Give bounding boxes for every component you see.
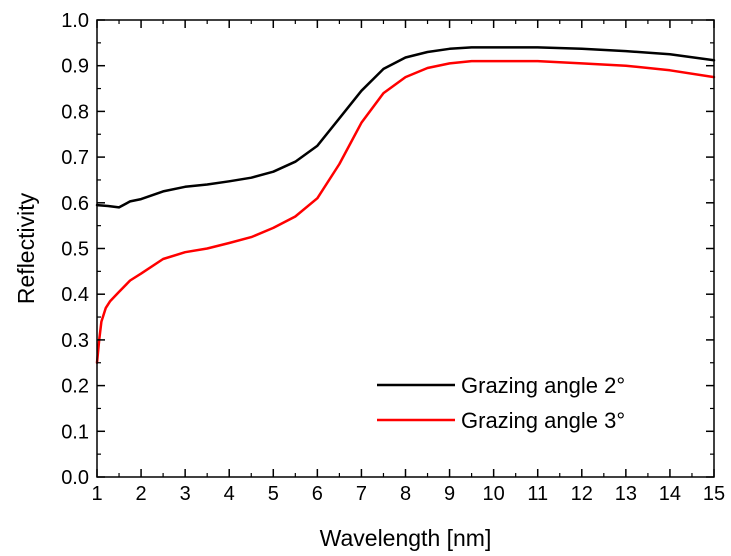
x-tick-label: 12 bbox=[571, 483, 593, 505]
series-line-1 bbox=[95, 59, 716, 365]
y-tick-label: 0.4 bbox=[61, 284, 89, 306]
x-tick-label: 3 bbox=[180, 483, 191, 505]
y-tick-label: 0.0 bbox=[61, 467, 89, 489]
y-tick-label: 0.6 bbox=[61, 193, 89, 215]
x-tick-label: 14 bbox=[659, 483, 681, 505]
x-axis-title: Wavelength [nm] bbox=[320, 525, 492, 551]
x-tick-label: 2 bbox=[136, 483, 147, 505]
y-tick-label: 1.0 bbox=[61, 10, 89, 32]
legend-label: Grazing angle 2° bbox=[461, 373, 625, 398]
y-tick-label: 0.3 bbox=[61, 330, 89, 352]
y-tick-label: 0.9 bbox=[61, 56, 89, 78]
x-tick-label: 1 bbox=[91, 483, 102, 505]
y-tick-label: 0.1 bbox=[61, 421, 89, 443]
x-tick-label: 9 bbox=[444, 483, 455, 505]
ticks-layer: 1 2 3 4 5 6 7 8 9 10 11 12 13 14 150.00.10.20.30.40.50… bbox=[61, 10, 725, 505]
x-tick-label: 15 bbox=[703, 483, 725, 505]
x-tick-label: 6 bbox=[312, 483, 323, 505]
y-axis-title: Reflectivity bbox=[13, 192, 39, 304]
y-tick-label: 0.8 bbox=[61, 101, 89, 123]
x-tick-label: 11 bbox=[527, 483, 548, 505]
legend: Grazing angle 2° Grazing angle 3° bbox=[377, 373, 625, 433]
legend-label: Grazing angle 3° bbox=[461, 408, 625, 433]
x-tick-label: 7 bbox=[356, 483, 367, 505]
series-line-0 bbox=[95, 46, 716, 209]
y-tick-label: 0.7 bbox=[61, 147, 89, 169]
x-tick-label: 5 bbox=[268, 483, 279, 505]
y-tick-label: 0.2 bbox=[61, 376, 89, 398]
series-layer bbox=[95, 46, 716, 365]
x-tick-label: 8 bbox=[400, 483, 411, 505]
x-tick-label: 13 bbox=[615, 483, 637, 505]
y-tick-label: 0.5 bbox=[61, 239, 89, 261]
x-tick-label: 10 bbox=[483, 483, 505, 505]
x-tick-label: 4 bbox=[224, 483, 235, 505]
